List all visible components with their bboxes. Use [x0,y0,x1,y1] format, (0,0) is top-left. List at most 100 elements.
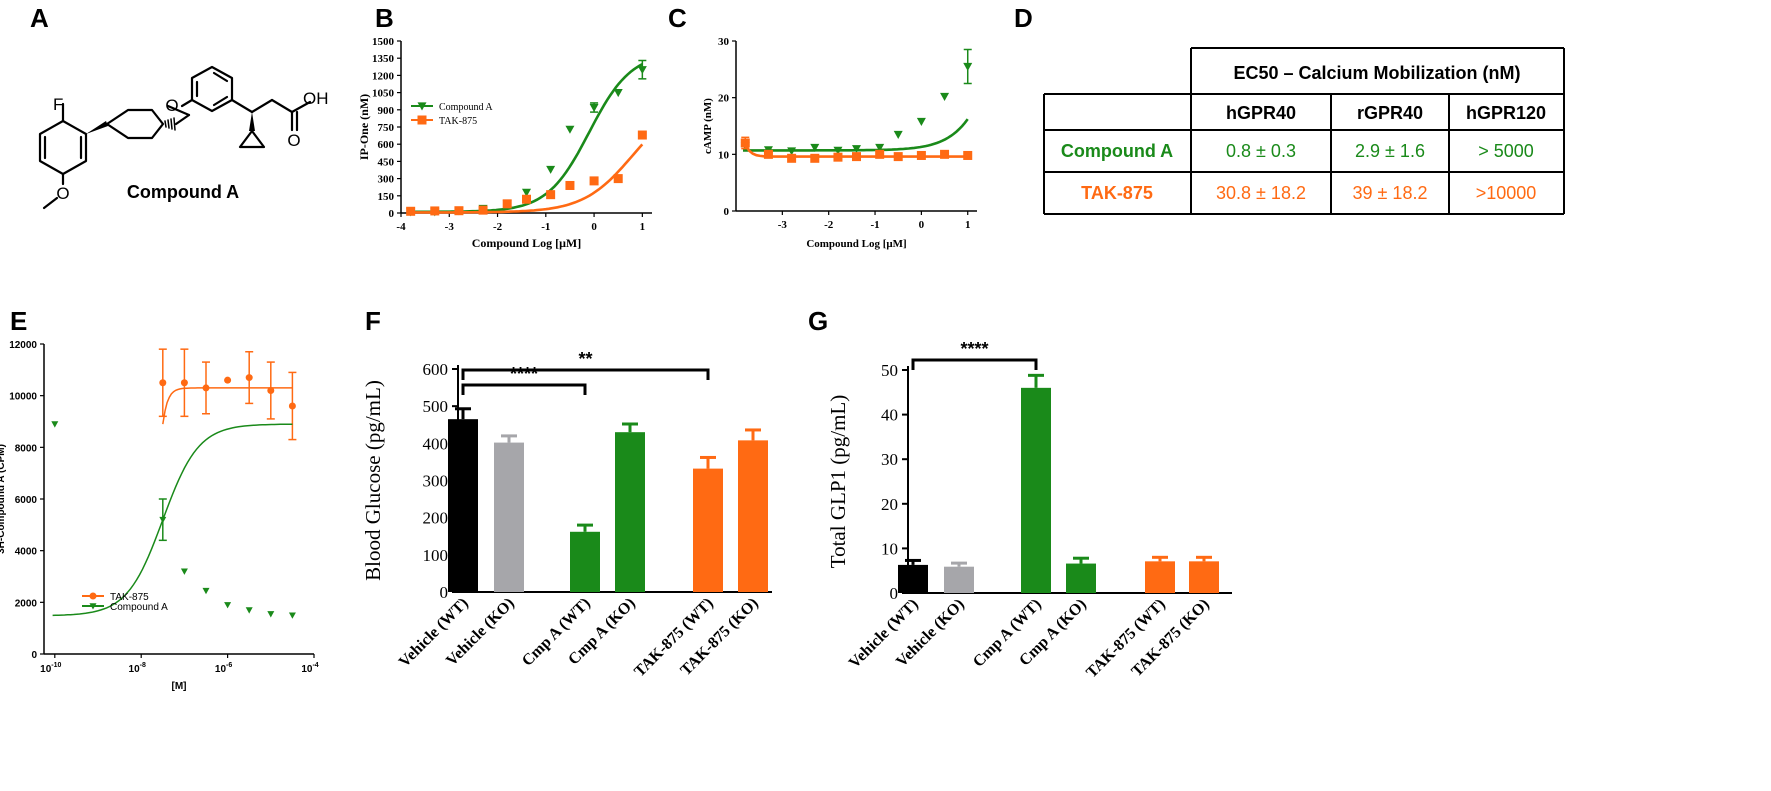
x-tick-base: 10 [129,664,141,675]
table-cell: 0.8 ± 0.3 [1226,141,1296,161]
y-tick-label: 0 [440,583,449,602]
y-tick-label: 1050 [372,88,395,100]
x-tick-base: 10 [40,664,52,675]
x-tick-label: 1 [965,219,971,231]
bar [944,566,974,593]
y-tick-label: 10 [881,539,898,558]
data-point [454,206,464,216]
data-point [763,149,773,159]
atom-o-carbonyl: O [287,131,300,150]
x-tick-label: 10-10 [40,662,61,675]
x-tick-label: -3 [445,221,455,233]
data-point [224,376,232,384]
x-tick-exponent: -8 [140,662,146,669]
bar [448,419,478,592]
data-point [963,150,973,160]
category-label: TAK-875 (KO) [1128,596,1212,680]
bar [570,531,600,592]
y-tick-label: 1350 [372,53,395,65]
data-point [916,117,926,126]
x-tick-label: -2 [493,221,503,233]
bar [1189,561,1219,593]
y-tick-label: 30 [718,36,730,48]
data-point [202,587,210,595]
atom-f: F [53,95,63,114]
legend-label: TAK-875 [439,116,477,127]
data-point [637,66,647,75]
y-tick-label: 600 [378,139,395,151]
y-axis-label: cAMP (nM) [702,98,714,154]
y-tick-label: 300 [423,472,449,491]
data-point [522,194,531,204]
table-col-header: hGPR120 [1466,103,1546,123]
y-axis-label: IP-One (nM) [357,94,371,160]
y-tick-label: 0 [890,584,899,603]
data-point [430,206,440,216]
bar [615,432,645,592]
legend-label: Compound A [110,602,168,613]
table-cell: >10000 [1476,183,1537,203]
legend-marker [89,603,97,610]
y-tick-label: 100 [423,546,449,565]
x-tick-label: -4 [396,221,406,233]
c-c-bond [230,98,254,114]
data-point [267,387,275,394]
data-point [893,130,903,139]
y-tick-label: 0 [724,206,730,218]
data-point [565,180,575,190]
data-point [51,421,59,428]
category-label: TAK-875 (WT) [1083,596,1169,682]
x-tick-label: 10-4 [301,662,318,675]
y-tick-label: 8000 [15,443,38,454]
x-tick-base: 10 [301,664,313,675]
data-point [787,153,797,163]
aryl-ring-left [38,119,88,176]
c-c-bond [270,98,294,114]
y-tick-label: 150 [378,191,395,203]
cyclopropyl-ring [238,129,266,149]
panel-letter-f: F [365,306,381,336]
y-axis-label: 3H-Compound A (CPM) [0,444,7,554]
x-tick-label: -1 [541,221,550,233]
table-col-header: hGPR40 [1226,103,1296,123]
data-point [893,152,903,162]
data-point [852,152,861,162]
significance-bracket [911,358,1038,370]
data-point [406,206,416,216]
x-axis-label: Compound Log [μM] [472,236,581,250]
table-cell: > 5000 [1478,141,1534,161]
significance-label: ** [578,349,592,369]
table-row-name: Compound A [1061,141,1173,161]
data-point [546,190,556,200]
data-point [589,103,599,113]
data-point [875,149,885,159]
x-tick-label: -1 [870,219,879,231]
legend-label: Compound A [439,102,493,113]
x-tick-exponent: -4 [312,662,318,669]
legend-marker [417,115,427,125]
aryl-ring-center [190,65,234,113]
y-tick-label: 1500 [372,36,395,48]
data-point [940,149,950,159]
ring-double-bond [212,95,229,107]
data-point [180,568,188,575]
data-point [833,152,843,162]
x-tick-label: 0 [919,219,925,231]
y-tick-label: 750 [378,122,395,134]
y-tick-label: 20 [881,495,898,514]
chart-b-ip-one: 0 150 300 450 600 750 900 1050 1200 1350 1500 -4 -3 -… [357,36,652,250]
fit-curve-1 [408,143,644,214]
x-tick-label: -2 [824,219,834,231]
significance-bracket [461,383,587,395]
panel-letter-a: A [30,3,49,33]
data-point [963,62,973,71]
bar [693,468,723,592]
y-tick-label: 10 [718,149,730,161]
x-axis-label: Compound Log [μM] [806,238,906,250]
panel-letter-e: E [10,306,27,336]
table-title: EC50 – Calcium Mobilization (nM) [1233,63,1520,83]
y-axis-label: Blood Glucose (pg/mL) [361,380,385,581]
data-point [245,374,253,382]
bar [1066,563,1096,593]
data-point [478,205,488,215]
